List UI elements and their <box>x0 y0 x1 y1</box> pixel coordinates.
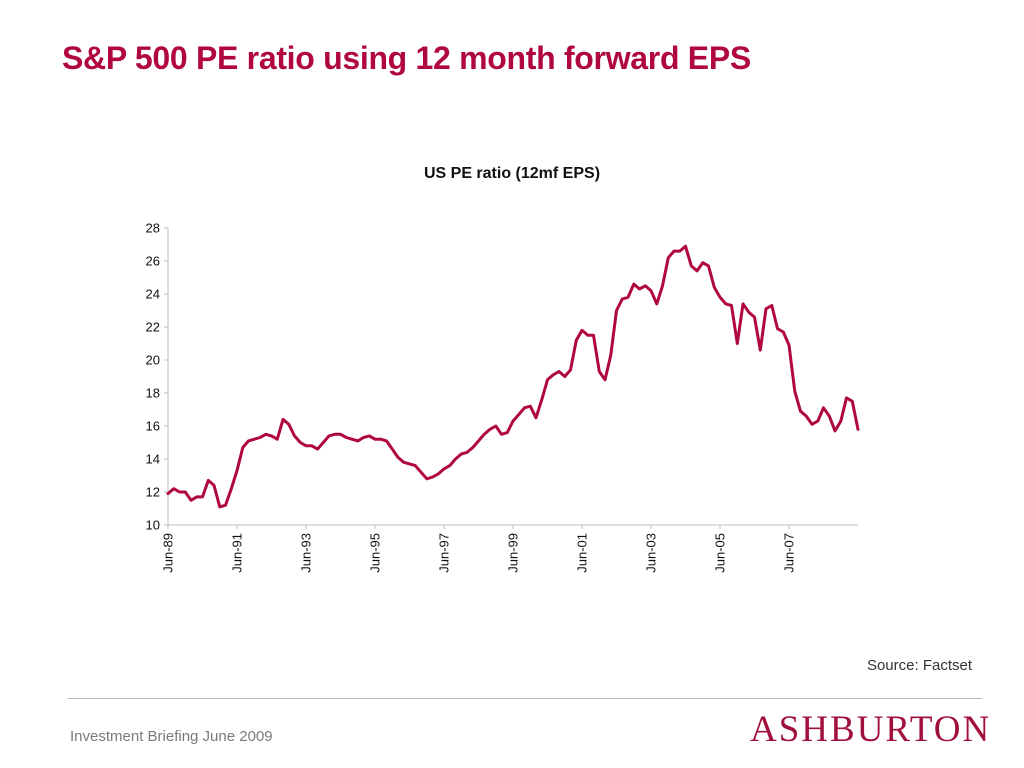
slide-title: S&P 500 PE ratio using 12 month forward … <box>62 40 751 76</box>
y-tick-label: 22 <box>146 320 160 335</box>
chart-title: US PE ratio (12mf EPS) <box>423 165 601 182</box>
chart-axes <box>167 228 858 526</box>
x-axis-ticks: Jun-89 Jun-91 Jun-93 Jun-95 Jun-97 Jun-99 Jun-… <box>161 525 797 573</box>
footer-text: Investment Briefing June 2009 <box>70 728 273 745</box>
x-tick-label: Jun-03 <box>644 533 659 573</box>
x-tick-label: Jun-01 <box>575 533 590 573</box>
ashburton-logo: ASHBURTON <box>750 709 992 750</box>
x-tick-label: Jun-95 <box>368 533 383 573</box>
x-tick-label: Jun-99 <box>506 533 521 573</box>
source-note: Source: Factset <box>866 657 972 674</box>
y-tick-label: 18 <box>146 386 160 401</box>
y-tick-label: 24 <box>146 287 160 302</box>
x-tick-label: Jun-93 <box>299 533 314 573</box>
x-tick-label: Jun-89 <box>161 533 176 573</box>
y-tick-label: 26 <box>146 254 160 269</box>
y-tick-label: 14 <box>146 452 160 467</box>
y-tick-label: 16 <box>146 419 160 434</box>
y-tick-label: 20 <box>146 353 160 368</box>
x-tick-label: Jun-05 <box>713 533 728 573</box>
y-tick-label: 10 <box>146 518 160 533</box>
y-tick-label: 12 <box>146 485 160 500</box>
x-tick-label: Jun-91 <box>230 533 245 573</box>
series-line-us-pe-ratio <box>166 244 860 509</box>
x-tick-label: Jun-97 <box>437 533 452 573</box>
x-tick-label: Jun-07 <box>782 533 797 573</box>
y-axis-ticks: 10 12 14 16 18 20 22 24 26 28 <box>146 221 168 533</box>
y-tick-label: 28 <box>146 221 160 236</box>
footer-divider <box>68 698 982 699</box>
